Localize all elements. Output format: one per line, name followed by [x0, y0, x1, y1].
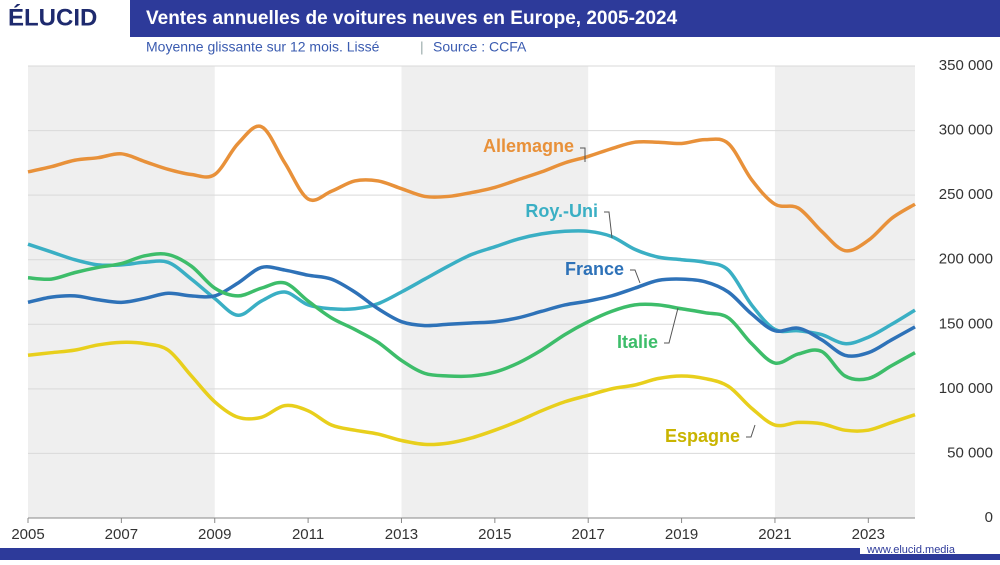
- x-tick-label: 2023: [852, 526, 885, 543]
- series-label: Roy.-Uni: [525, 201, 598, 221]
- label-leader: [604, 211, 613, 239]
- x-tick-label: 2019: [665, 526, 698, 543]
- x-tick-label: 2017: [572, 526, 605, 543]
- series-line: [27, 229, 916, 346]
- separator: |: [420, 39, 424, 55]
- brand-logo: ÉLUCID: [8, 3, 97, 31]
- label-leader: [746, 424, 756, 438]
- footer-bg: [860, 540, 1000, 554]
- y-tick-label: 150 000: [939, 315, 993, 332]
- series-label: Italie: [617, 332, 658, 352]
- background-band: [774, 66, 915, 518]
- series-label: Espagne: [665, 426, 740, 446]
- x-tick-label: 2005: [11, 526, 44, 543]
- background-band: [401, 66, 589, 518]
- x-tick-label: 2011: [292, 526, 324, 543]
- series-label: Allemagne: [483, 136, 574, 156]
- chart-source: Source : CCFA: [433, 39, 527, 55]
- y-tick-label: 250 000: [939, 186, 993, 203]
- x-tick-label: 2007: [105, 526, 138, 543]
- title-bar: [130, 0, 1000, 37]
- footer-url: www.elucid.media: [866, 544, 956, 556]
- footer-bar: [0, 548, 1000, 560]
- series-label: France: [565, 259, 624, 279]
- label-leader: [630, 269, 641, 284]
- y-tick-label: 100 000: [939, 380, 993, 397]
- plot-area: 0 50 000 100 000 150 000 200 000 250 000 300 0…: [11, 57, 993, 543]
- label-leader: [580, 147, 586, 162]
- chart-title: Ventes annuelles de voitures neuves en E…: [146, 8, 678, 29]
- series-line: [27, 252, 916, 382]
- x-tick-label: 2015: [478, 526, 511, 543]
- y-tick-label: 50 000: [947, 444, 993, 461]
- y-tick-label: 350 000: [939, 57, 993, 74]
- y-tick-label: 0: [985, 509, 993, 526]
- y-tick-label: 200 000: [939, 251, 993, 268]
- series-line: [27, 124, 916, 253]
- label-leader: [664, 307, 679, 344]
- chart-subtitle: Moyenne glissante sur 12 mois. Lissé: [146, 39, 380, 55]
- x-tick-label: 2021: [758, 526, 791, 543]
- x-tick-label: 2013: [385, 526, 418, 543]
- background-band: [28, 66, 215, 518]
- series-line: [27, 265, 916, 358]
- x-tick-label: 2009: [198, 526, 231, 543]
- y-tick-label: 300 000: [939, 122, 993, 139]
- series-line: [27, 340, 916, 447]
